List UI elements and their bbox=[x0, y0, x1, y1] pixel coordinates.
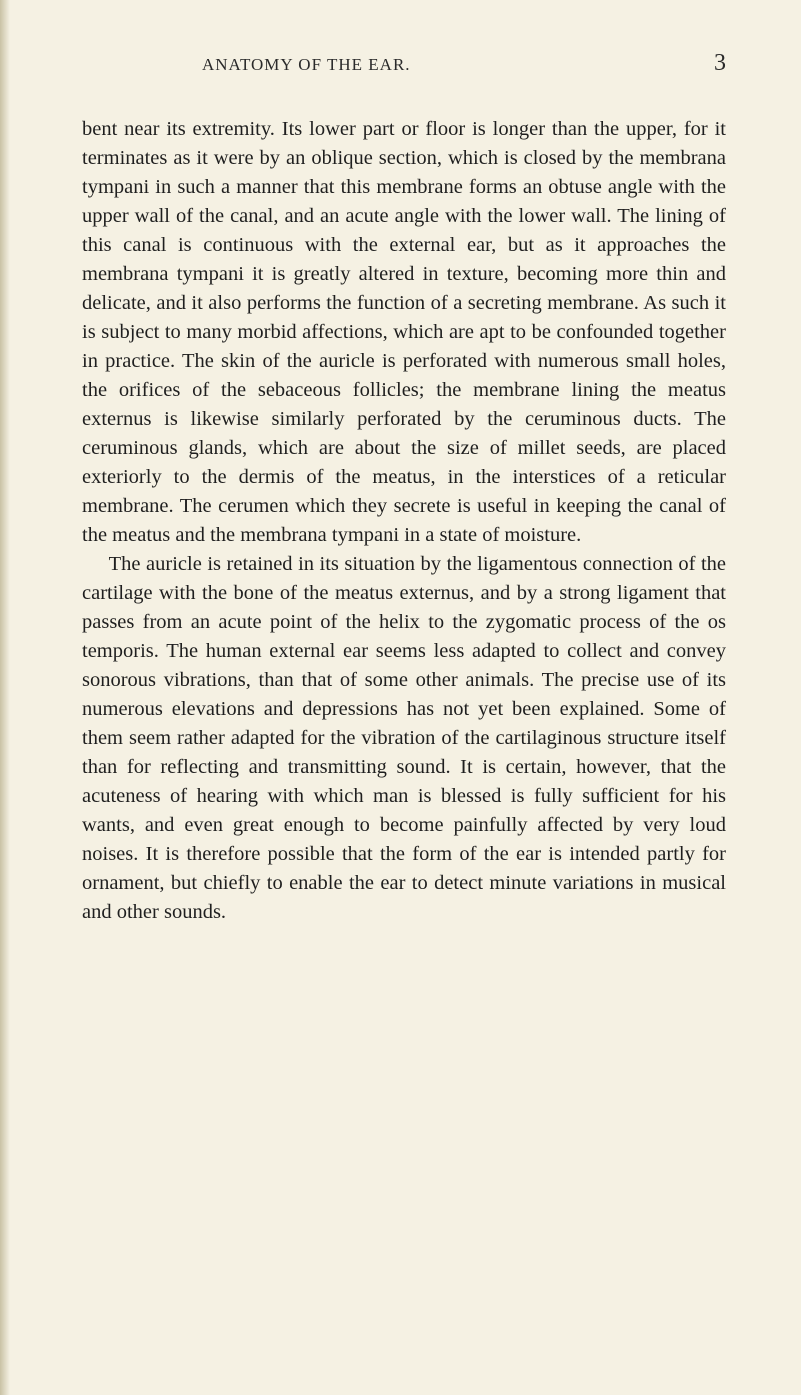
page-edge-shadow bbox=[0, 0, 10, 1395]
page-header: ANATOMY OF THE EAR. 3 bbox=[82, 50, 726, 77]
paragraph: The auricle is retained in its situation… bbox=[82, 550, 726, 927]
paragraph: bent near its extremity. Its lower part … bbox=[82, 115, 726, 550]
page-number: 3 bbox=[714, 50, 726, 77]
running-head: ANATOMY OF THE EAR. bbox=[202, 55, 411, 75]
body-text: bent near its extremity. Its lower part … bbox=[82, 115, 726, 927]
